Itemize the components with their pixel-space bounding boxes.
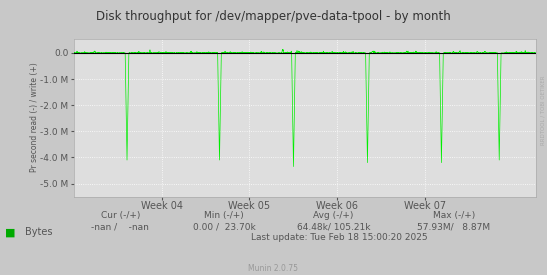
Text: 64.48k/ 105.21k: 64.48k/ 105.21k	[297, 222, 370, 231]
Text: ■: ■	[5, 227, 16, 237]
Text: Disk throughput for /dev/mapper/pve-data-tpool - by month: Disk throughput for /dev/mapper/pve-data…	[96, 10, 451, 23]
Text: RRDTOOL / TOBI OETIKER: RRDTOOL / TOBI OETIKER	[541, 75, 546, 145]
Text: Last update: Tue Feb 18 15:00:20 2025: Last update: Tue Feb 18 15:00:20 2025	[251, 233, 427, 242]
Text: Min (-/+): Min (-/+)	[205, 211, 244, 220]
Text: Max (-/+): Max (-/+)	[433, 211, 475, 220]
Y-axis label: Pr second read (-) / write (+): Pr second read (-) / write (+)	[30, 63, 39, 172]
Text: -nan /    -nan: -nan / -nan	[91, 222, 149, 231]
Text: Munin 2.0.75: Munin 2.0.75	[248, 265, 299, 273]
Text: Bytes: Bytes	[25, 227, 52, 237]
Text: 0.00 /  23.70k: 0.00 / 23.70k	[193, 222, 255, 231]
Text: Cur (-/+): Cur (-/+)	[101, 211, 140, 220]
Text: 57.93M/   8.87M: 57.93M/ 8.87M	[417, 222, 491, 231]
Text: Avg (-/+): Avg (-/+)	[313, 211, 354, 220]
